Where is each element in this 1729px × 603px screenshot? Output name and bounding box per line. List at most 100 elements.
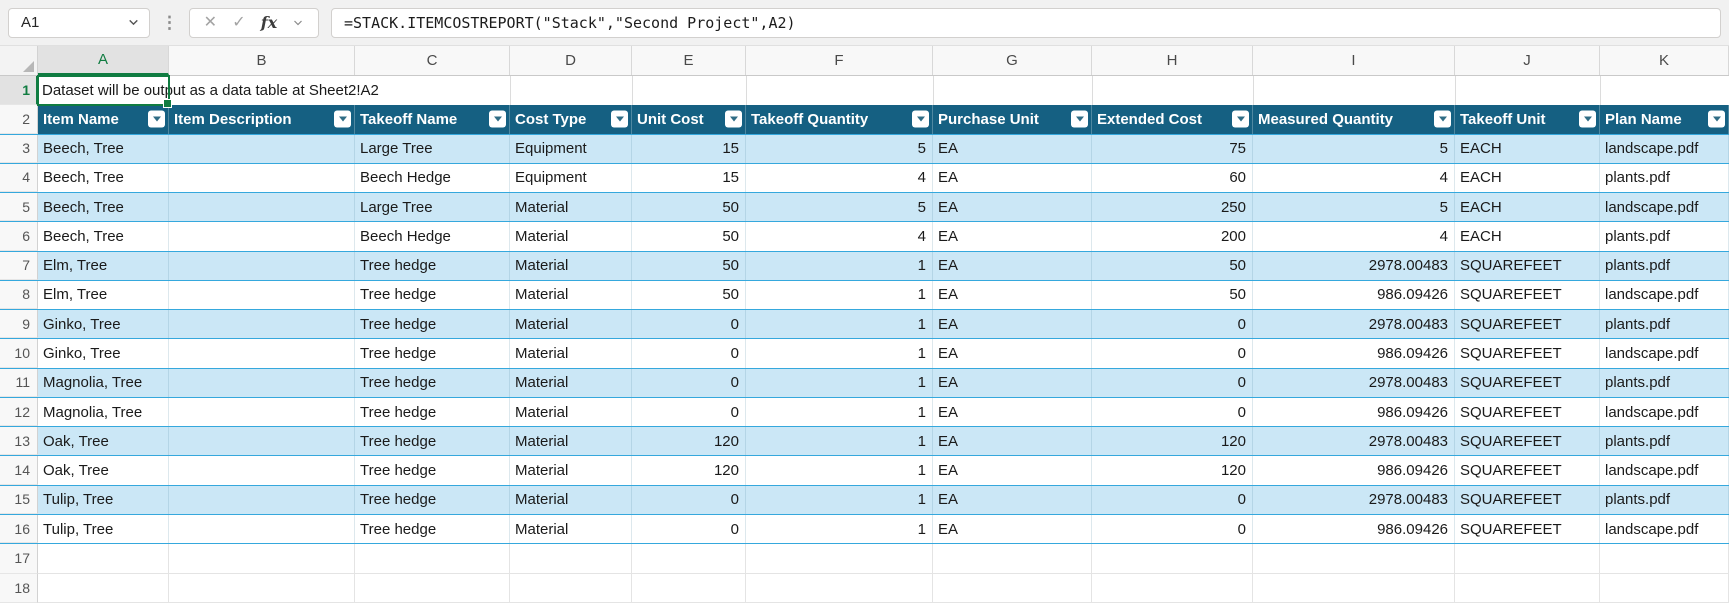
fx-dropdown-icon[interactable] bbox=[292, 17, 304, 29]
cell-F15[interactable]: 1 bbox=[746, 485, 933, 514]
name-box[interactable]: A1 bbox=[8, 7, 150, 38]
cell-H5[interactable]: 250 bbox=[1092, 193, 1253, 222]
cell-I3[interactable]: 5 bbox=[1253, 134, 1455, 163]
cell-H6[interactable]: 200 bbox=[1092, 222, 1253, 251]
cell-I4[interactable]: 4 bbox=[1253, 163, 1455, 193]
cell-E14[interactable]: 120 bbox=[632, 456, 746, 485]
cell-B5[interactable] bbox=[169, 193, 355, 222]
cell-J9[interactable]: SQUAREFEET bbox=[1455, 310, 1600, 339]
header-cell-A2[interactable]: Item Name bbox=[38, 105, 169, 134]
cell-G17[interactable] bbox=[933, 544, 1092, 574]
cell-J17[interactable] bbox=[1455, 544, 1600, 574]
fill-handle[interactable] bbox=[163, 99, 172, 109]
cell-B6[interactable] bbox=[169, 222, 355, 251]
cell-F8[interactable]: 1 bbox=[746, 280, 933, 310]
filter-button-C[interactable] bbox=[489, 110, 506, 128]
cell-D3[interactable]: Equipment bbox=[510, 134, 632, 163]
cell-A10[interactable]: Ginko, Tree bbox=[38, 339, 169, 368]
row-1-cells[interactable]: Dataset will be output as a data table a… bbox=[37, 75, 1729, 109]
cell-D4[interactable]: Equipment bbox=[510, 163, 632, 193]
column-header-E[interactable]: E bbox=[632, 46, 746, 75]
cell-F6[interactable]: 4 bbox=[746, 222, 933, 251]
row-header-8[interactable]: 8 bbox=[0, 280, 38, 310]
column-header-J[interactable]: J bbox=[1455, 46, 1600, 75]
cell-I14[interactable]: 986.09426 bbox=[1253, 456, 1455, 485]
cell-I18[interactable] bbox=[1253, 573, 1455, 603]
cell-B9[interactable] bbox=[169, 310, 355, 339]
cell-G14[interactable]: EA bbox=[933, 456, 1092, 485]
cell-J12[interactable]: SQUAREFEET bbox=[1455, 397, 1600, 427]
cell-C16[interactable]: Tree hedge bbox=[355, 514, 510, 544]
cell-A14[interactable]: Oak, Tree bbox=[38, 456, 169, 485]
cell-E9[interactable]: 0 bbox=[632, 310, 746, 339]
row-header-11[interactable]: 11 bbox=[0, 368, 38, 397]
cell-D9[interactable]: Material bbox=[510, 310, 632, 339]
cancel-icon[interactable]: ✕ bbox=[203, 13, 217, 31]
row-header-5[interactable]: 5 bbox=[0, 193, 38, 222]
cell-D15[interactable]: Material bbox=[510, 485, 632, 514]
column-header-G[interactable]: G bbox=[933, 46, 1092, 75]
cell-B3[interactable] bbox=[169, 134, 355, 163]
cell-I11[interactable]: 2978.00483 bbox=[1253, 368, 1455, 397]
column-header-H[interactable]: H bbox=[1092, 46, 1253, 75]
cell-E8[interactable]: 50 bbox=[632, 280, 746, 310]
row-header-12[interactable]: 12 bbox=[0, 397, 38, 427]
cell-E13[interactable]: 120 bbox=[632, 427, 746, 456]
cell-F13[interactable]: 1 bbox=[746, 427, 933, 456]
cell-B12[interactable] bbox=[169, 397, 355, 427]
cell-D18[interactable] bbox=[510, 573, 632, 603]
cell-A17[interactable] bbox=[38, 544, 169, 574]
cell-G6[interactable]: EA bbox=[933, 222, 1092, 251]
cell-I13[interactable]: 2978.00483 bbox=[1253, 427, 1455, 456]
cell-G18[interactable] bbox=[933, 573, 1092, 603]
cell-K18[interactable] bbox=[1600, 573, 1729, 603]
cell-K9[interactable]: plants.pdf bbox=[1600, 310, 1729, 339]
header-cell-F2[interactable]: Takeoff Quantity bbox=[746, 105, 933, 134]
cell-E7[interactable]: 50 bbox=[632, 251, 746, 280]
cell-K4[interactable]: plants.pdf bbox=[1600, 163, 1729, 193]
cell-B18[interactable] bbox=[169, 573, 355, 603]
cell-F17[interactable] bbox=[746, 544, 933, 574]
header-cell-H2[interactable]: Extended Cost bbox=[1092, 105, 1253, 134]
cell-A3[interactable]: Beech, Tree bbox=[38, 134, 169, 163]
cell-E17[interactable] bbox=[632, 544, 746, 574]
cell-E10[interactable]: 0 bbox=[632, 339, 746, 368]
cell-A11[interactable]: Magnolia, Tree bbox=[38, 368, 169, 397]
filter-button-F[interactable] bbox=[912, 110, 929, 128]
cell-E6[interactable]: 50 bbox=[632, 222, 746, 251]
cell-K15[interactable]: plants.pdf bbox=[1600, 485, 1729, 514]
row-header-18[interactable]: 18 bbox=[0, 573, 38, 603]
column-header-I[interactable]: I bbox=[1253, 46, 1455, 75]
cell-B11[interactable] bbox=[169, 368, 355, 397]
cell-I6[interactable]: 4 bbox=[1253, 222, 1455, 251]
column-header-F[interactable]: F bbox=[746, 46, 933, 75]
row-header-14[interactable]: 14 bbox=[0, 456, 38, 485]
cell-C11[interactable]: Tree hedge bbox=[355, 368, 510, 397]
cell-D12[interactable]: Material bbox=[510, 397, 632, 427]
header-cell-J2[interactable]: Takeoff Unit bbox=[1455, 105, 1600, 134]
cell-H8[interactable]: 50 bbox=[1092, 280, 1253, 310]
column-header-D[interactable]: D bbox=[510, 46, 632, 75]
cell-G16[interactable]: EA bbox=[933, 514, 1092, 544]
insert-function-icon[interactable]: fx bbox=[260, 13, 278, 32]
cell-D6[interactable]: Material bbox=[510, 222, 632, 251]
cell-G8[interactable]: EA bbox=[933, 280, 1092, 310]
cell-K10[interactable]: landscape.pdf bbox=[1600, 339, 1729, 368]
cell-A7[interactable]: Elm, Tree bbox=[38, 251, 169, 280]
cell-F10[interactable]: 1 bbox=[746, 339, 933, 368]
filter-button-J[interactable] bbox=[1579, 110, 1596, 128]
header-cell-I2[interactable]: Measured Quantity bbox=[1253, 105, 1455, 134]
cell-I16[interactable]: 986.09426 bbox=[1253, 514, 1455, 544]
cell-C18[interactable] bbox=[355, 573, 510, 603]
cell-F7[interactable]: 1 bbox=[746, 251, 933, 280]
cell-I9[interactable]: 2978.00483 bbox=[1253, 310, 1455, 339]
cell-G4[interactable]: EA bbox=[933, 163, 1092, 193]
cell-D16[interactable]: Material bbox=[510, 514, 632, 544]
cell-A15[interactable]: Tulip, Tree bbox=[38, 485, 169, 514]
cell-C13[interactable]: Tree hedge bbox=[355, 427, 510, 456]
cell-K6[interactable]: plants.pdf bbox=[1600, 222, 1729, 251]
cell-F12[interactable]: 1 bbox=[746, 397, 933, 427]
cell-C14[interactable]: Tree hedge bbox=[355, 456, 510, 485]
cell-F3[interactable]: 5 bbox=[746, 134, 933, 163]
cell-D5[interactable]: Material bbox=[510, 193, 632, 222]
